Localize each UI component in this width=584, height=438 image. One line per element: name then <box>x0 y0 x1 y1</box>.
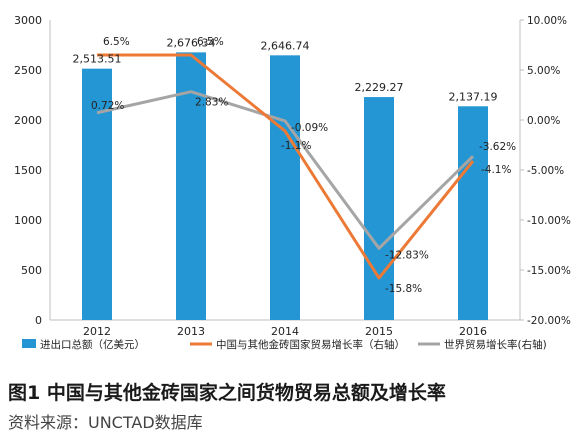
x-tick-label: 2014 <box>271 325 299 338</box>
right-tick-label: -10.00% <box>527 215 571 227</box>
brics-growth-label: -15.8% <box>385 283 422 295</box>
right-tick-label: -20.00% <box>527 315 571 327</box>
left-tick-label: 2000 <box>14 114 42 127</box>
axes: 0 500 1000 1500 2000 2500 3000 -20.00% -15.00% -1… <box>14 14 571 338</box>
bar-value-label: 2,513.51 <box>73 53 122 66</box>
bar-value-label: 2,229.27 <box>355 81 404 94</box>
left-tick-label: 2500 <box>14 64 42 77</box>
right-tick-label: 10.00% <box>527 15 567 27</box>
figure-source: 资料来源：UNCTAD数据库 <box>8 413 203 432</box>
x-tick-label: 2012 <box>83 325 111 338</box>
bar <box>270 55 300 321</box>
world-growth-label: -3.62% <box>479 141 516 153</box>
left-tick-label: 3000 <box>14 14 42 27</box>
x-tick-label: 2015 <box>365 325 393 338</box>
brics-growth-line <box>97 53 475 280</box>
world-growth-line <box>96 90 475 250</box>
x-tick-label: 2013 <box>177 325 205 338</box>
bar-series <box>82 52 488 321</box>
legend: 进出口总额（亿美元） 中国与其他金砖国家贸易增长率（右轴） 世界贸易增长率(右轴) <box>22 338 547 351</box>
bar-value-label: 2,676.34 <box>167 36 216 49</box>
right-tick-label: 0.00% <box>527 115 560 127</box>
bar-value-label: 2,646.74 <box>261 39 310 52</box>
bar-value-label: 2,137.19 <box>449 90 498 103</box>
bar <box>176 52 206 321</box>
left-tick-label: 500 <box>21 264 42 277</box>
legend-label-world: 世界贸易增长率(右轴) <box>444 338 547 351</box>
brics-growth-label: -1.1% <box>281 140 311 152</box>
left-tick-label: 1500 <box>14 164 42 177</box>
bar <box>458 106 488 320</box>
data-labels: 2,513.51 2,676.34 2,646.74 2,229.27 2,137.19… <box>73 36 517 295</box>
right-tick-label: -15.00% <box>527 265 571 277</box>
legend-swatch-bar <box>22 339 36 348</box>
figure-caption: 图1 中国与其他金砖国家之间货物贸易总额及增长率 <box>8 382 446 404</box>
bar <box>364 97 394 320</box>
right-tick-label: -5.00% <box>527 165 564 177</box>
world-growth-label: -0.09% <box>291 122 328 134</box>
world-growth-label: 2.83% <box>195 97 228 109</box>
world-growth-label: -12.83% <box>385 249 429 261</box>
brics-growth-label: 6.5% <box>197 36 224 48</box>
legend-label-brics: 中国与其他金砖国家贸易增长率（右轴） <box>216 338 405 351</box>
trade-chart: 0 500 1000 1500 2000 2500 3000 -20.00% -15.00% -1… <box>14 14 571 351</box>
brics-growth-label: -4.1% <box>481 164 511 176</box>
left-tick-label: 0 <box>35 314 42 327</box>
world-growth-label: 0.72% <box>91 100 124 112</box>
x-tick-label: 2016 <box>459 325 487 338</box>
right-tick-label: 5.00% <box>527 65 560 77</box>
brics-growth-label: 6.5% <box>103 36 130 48</box>
line-series <box>96 53 475 280</box>
left-tick-label: 1000 <box>14 214 42 227</box>
legend-label-bar: 进出口总额（亿美元） <box>40 338 145 351</box>
